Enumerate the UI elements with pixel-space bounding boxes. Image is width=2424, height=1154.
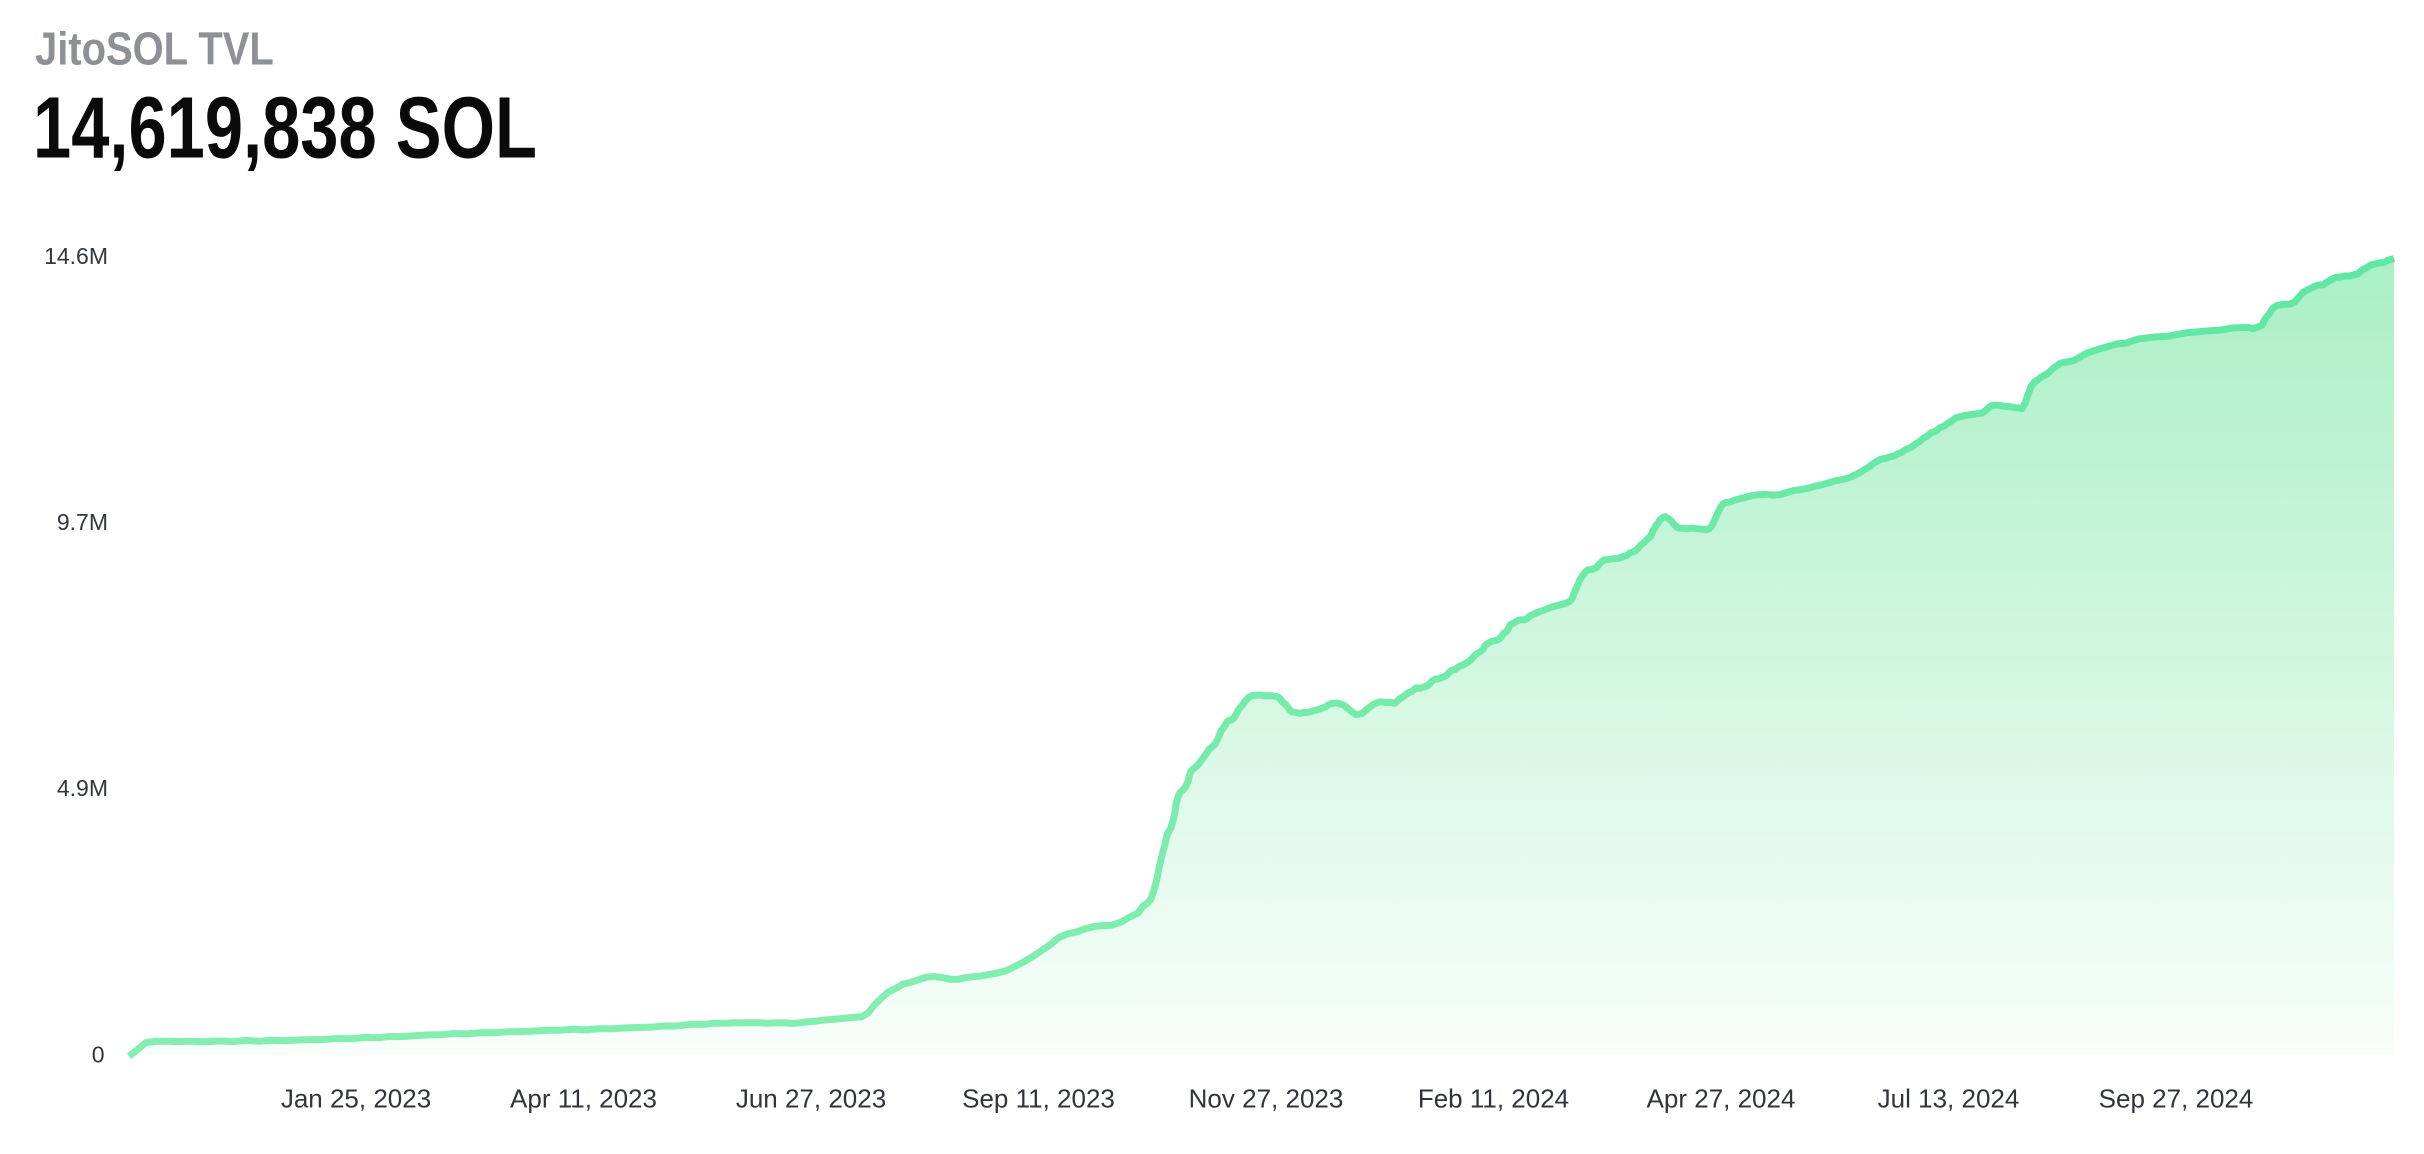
svg-text:Sep 11, 2023: Sep 11, 2023 (962, 1084, 1115, 1114)
svg-text:9.7M: 9.7M (57, 509, 108, 535)
svg-text:14,619,838 SOL: 14,619,838 SOL (33, 79, 537, 177)
svg-text:0: 0 (92, 1042, 105, 1068)
svg-text:Jul 13, 2024: Jul 13, 2024 (1878, 1084, 2020, 1114)
svg-text:Apr 27, 2024: Apr 27, 2024 (1647, 1084, 1796, 1114)
svg-text:Jan 25, 2023: Jan 25, 2023 (281, 1084, 431, 1114)
svg-text:Jun 27, 2023: Jun 27, 2023 (736, 1084, 886, 1114)
svg-text:Nov 27, 2023: Nov 27, 2023 (1189, 1084, 1344, 1114)
svg-text:Apr 11, 2023: Apr 11, 2023 (510, 1084, 657, 1114)
svg-text:Sep 27, 2024: Sep 27, 2024 (2099, 1084, 2254, 1114)
svg-text:4.9M: 4.9M (57, 775, 108, 801)
svg-text:14.6M: 14.6M (44, 243, 108, 269)
svg-text:JitoSOL TVL: JitoSOL TVL (35, 24, 274, 75)
svg-text:Feb 11, 2024: Feb 11, 2024 (1418, 1084, 1569, 1114)
